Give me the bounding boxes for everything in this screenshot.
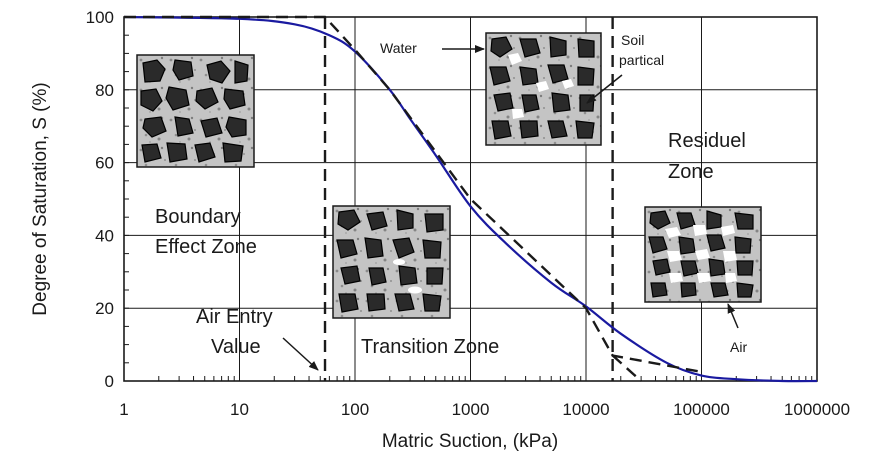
water-label: Water xyxy=(380,40,417,56)
y-tick-label: 40 xyxy=(95,226,114,245)
saturation-curve xyxy=(123,15,818,383)
y-tick-label: 100 xyxy=(86,8,114,27)
soil-image-saturated xyxy=(136,54,255,168)
soil-arrow xyxy=(586,74,623,104)
air-arrow xyxy=(727,303,739,329)
residual-zone-label-1: Residuel xyxy=(668,130,746,152)
transition-zone-label: Transition Zone xyxy=(361,336,499,358)
soil-image-transition-high xyxy=(485,32,602,146)
y-tick-label: 0 xyxy=(105,372,114,391)
y-axis-title: Degree of Saturation, S (%) xyxy=(30,82,51,315)
soil-label-1: Soil xyxy=(621,32,644,48)
idealized-dashed-curve-2 xyxy=(611,354,642,382)
y-tick-label: 60 xyxy=(95,154,114,173)
soil-image-residual xyxy=(644,206,762,303)
y-tick-label: 20 xyxy=(95,299,114,318)
air-label: Air xyxy=(730,339,747,355)
x-tick-label: 100000 xyxy=(673,400,730,419)
y-tick-labels: 0 20 40 60 80 100 xyxy=(86,8,114,391)
residual-zone-label-2: Zone xyxy=(668,161,714,183)
soil-label-2: partical xyxy=(619,52,664,68)
air-entry-arrow xyxy=(282,337,319,371)
zone-boundary-lines xyxy=(323,17,614,381)
y-tick-label: 80 xyxy=(95,81,114,100)
idealized-dashed-curve-1 xyxy=(124,15,702,374)
x-tick-label: 10000 xyxy=(562,400,609,419)
air-entry-label-2: Value xyxy=(211,336,261,358)
x-tick-label: 1000000 xyxy=(784,400,850,419)
x-axis-title: Matric Suction, (kPa) xyxy=(382,431,558,452)
air-entry-label-1: Air Entry xyxy=(196,306,273,328)
x-tick-label: 1000 xyxy=(452,400,490,419)
minor-ticks xyxy=(124,16,813,382)
x-tick-label: 1 xyxy=(119,400,128,419)
x-tick-label: 100 xyxy=(341,400,369,419)
soil-image-transition-low xyxy=(332,205,451,319)
boundary-zone-label-1: Boundary xyxy=(155,206,241,228)
boundary-zone-label-2: Effect Zone xyxy=(155,236,257,258)
x-tick-label: 10 xyxy=(230,400,249,419)
x-tick-labels: 1 10 100 1000 10000 100000 1000000 xyxy=(119,400,850,419)
curve-series xyxy=(123,15,818,383)
